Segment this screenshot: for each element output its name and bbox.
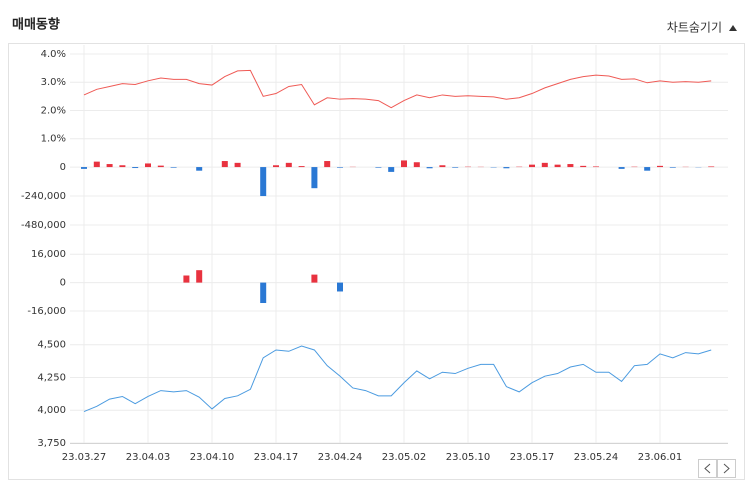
bar: [286, 163, 292, 167]
x-tick-label: 23.05.24: [574, 452, 619, 463]
y-tick-label: 4,250: [37, 372, 66, 383]
bar: [183, 276, 189, 283]
y-tick-label: 16,000: [31, 249, 66, 260]
chart-toggle[interactable]: 차트숨기기: [667, 21, 737, 35]
bar: [593, 166, 599, 167]
y-tick-label: 4,000: [37, 405, 66, 416]
bar: [311, 275, 317, 283]
y-tick-label: -480,000: [21, 220, 66, 231]
nav-prev-button[interactable]: [699, 460, 717, 478]
bar: [337, 283, 343, 292]
bar: [452, 167, 458, 168]
bar: [222, 161, 228, 167]
bar: [94, 162, 100, 167]
bar: [235, 163, 241, 167]
y-tick-label: 1.0%: [41, 134, 66, 145]
bar: [260, 167, 266, 196]
data-line: [84, 346, 711, 412]
bar: [414, 162, 420, 167]
x-tick-label: 23.04.24: [318, 452, 363, 463]
bar: [439, 165, 445, 167]
bar: [196, 167, 202, 171]
bar: [158, 166, 164, 167]
bar: [299, 166, 305, 167]
bar: [119, 165, 125, 167]
bar: [580, 166, 586, 167]
bar: [644, 167, 650, 171]
y-tick-label: 4.0%: [41, 49, 66, 60]
bar: [324, 161, 330, 167]
x-tick-label: 23.03.27: [62, 452, 107, 463]
y-tick-label: 0: [60, 162, 66, 173]
chart-frame: [9, 44, 745, 480]
bar: [196, 270, 202, 282]
bar: [555, 165, 561, 167]
y-tick-label: 3.0%: [41, 77, 66, 88]
bar: [529, 165, 535, 167]
bar: [273, 165, 279, 167]
x-tick-label: 23.04.10: [190, 452, 235, 463]
bar: [427, 167, 433, 168]
x-tick-label: 23.05.02: [382, 452, 427, 463]
nav-next[interactable]: [718, 460, 736, 478]
bar: [260, 283, 266, 303]
bar: [375, 167, 381, 168]
bar: [708, 166, 714, 167]
bar: [81, 167, 87, 169]
toggle-icon[interactable]: [729, 25, 737, 31]
nav-prev[interactable]: [699, 460, 717, 478]
bar: [171, 167, 177, 168]
x-tick-label: 23.04.03: [126, 452, 171, 463]
bar: [337, 167, 343, 168]
bar: [311, 167, 317, 188]
x-tick-label: 23.06.01: [638, 452, 683, 463]
bar: [542, 163, 548, 167]
y-tick-label: 3,750: [37, 438, 66, 449]
bar: [619, 167, 625, 169]
x-tick-label: 23.05.17: [510, 452, 555, 463]
y-tick-label: 4,500: [37, 340, 66, 351]
bar: [503, 167, 509, 168]
y-tick-label: -240,000: [21, 191, 66, 202]
toggle-label[interactable]: 차트숨기기: [667, 21, 722, 35]
bar: [567, 164, 573, 167]
nav-next-button[interactable]: [718, 460, 736, 478]
bar: [388, 167, 394, 172]
x-tick-label: 23.04.17: [254, 452, 299, 463]
plot: 23.03.27 23.04.03 23.04.10 23.04.17 23.04.24…: [21, 45, 728, 463]
bar: [670, 167, 676, 168]
bar: [132, 167, 138, 168]
section-title: 매매동향: [12, 17, 60, 33]
bar: [401, 160, 407, 167]
bar: [145, 163, 151, 167]
y-tick-label: -16,000: [27, 306, 66, 317]
data-line: [84, 70, 711, 107]
bar: [657, 166, 663, 167]
y-tick-label: 2.0%: [41, 105, 66, 116]
bar: [107, 164, 113, 167]
x-tick-label: 23.05.10: [446, 452, 491, 463]
y-tick-label: 0: [60, 278, 66, 289]
